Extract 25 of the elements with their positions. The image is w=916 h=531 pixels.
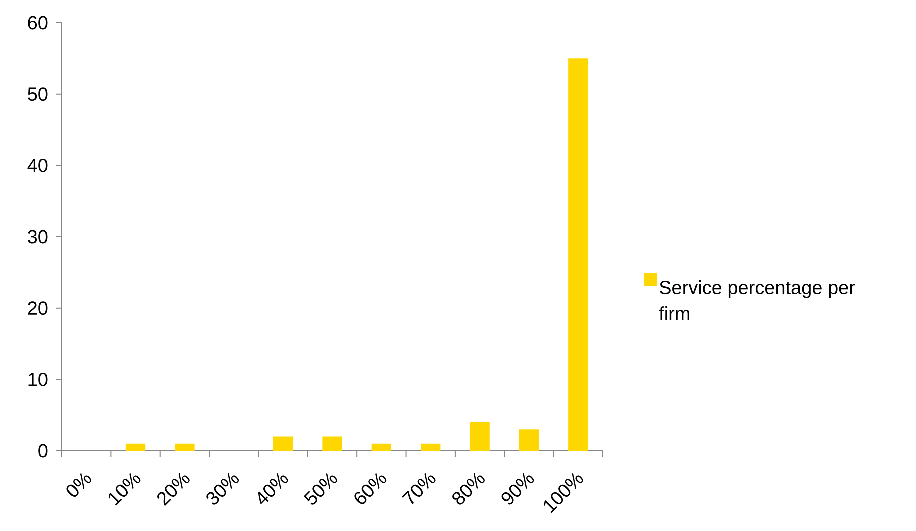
bar	[322, 436, 342, 451]
bar	[273, 436, 294, 451]
x-tick-label: 40%	[258, 473, 288, 504]
bar	[568, 58, 588, 451]
bar	[421, 444, 441, 451]
x-tick-label: 0%	[66, 473, 92, 497]
bar	[470, 422, 490, 451]
x-tick-label: 70%	[402, 473, 436, 504]
y-tick-label: 0	[38, 444, 48, 458]
bar	[175, 444, 195, 451]
y-tick-label: 10	[28, 372, 48, 386]
y-tick-label: 30	[28, 230, 48, 244]
bar	[372, 444, 392, 451]
y-tick-label: 60	[28, 16, 48, 30]
y-tick-label: 20	[28, 302, 48, 316]
legend-label: Service percentage per firm	[659, 280, 856, 320]
y-tick-label: 40	[28, 158, 48, 172]
x-tick-label: 80%	[452, 473, 485, 505]
x-tick-label: 50%	[304, 473, 338, 505]
x-tick-label: 90%	[502, 473, 534, 505]
x-tick-label: 60%	[354, 473, 387, 504]
y-tick-label: 50	[28, 88, 48, 102]
x-tick-label: 30%	[206, 473, 240, 505]
bar	[126, 444, 146, 451]
bar	[519, 430, 540, 451]
